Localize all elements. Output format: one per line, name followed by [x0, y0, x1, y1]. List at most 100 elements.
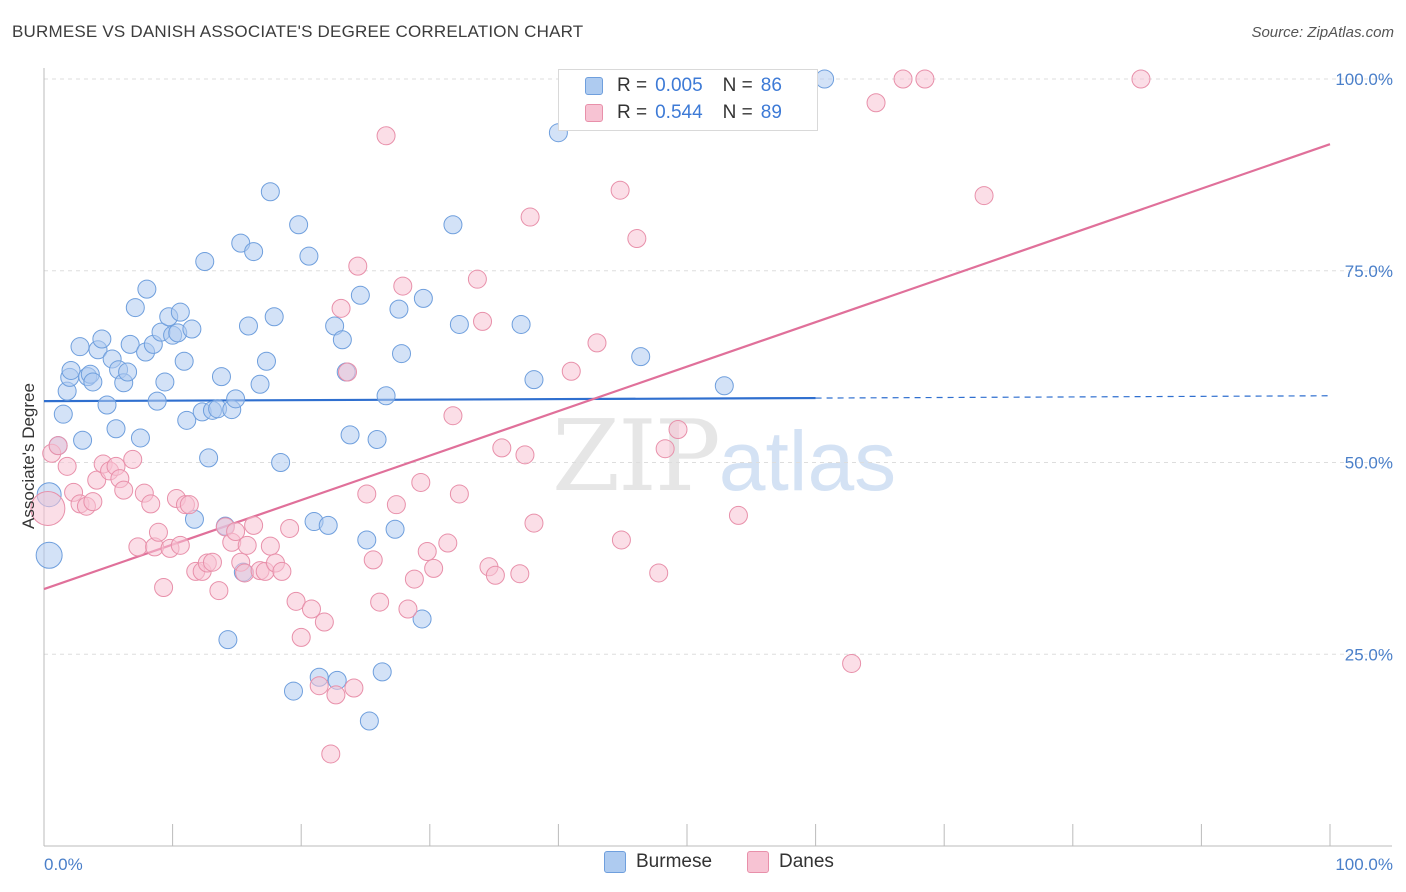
series-burmese — [35, 69, 835, 731]
legend-row-danes: R = 0.544 N = 89 — [585, 102, 782, 124]
point-burmese — [443, 215, 463, 235]
point-burmese — [260, 182, 280, 202]
point-danes — [272, 561, 292, 581]
point-danes — [411, 472, 431, 492]
point-danes — [280, 518, 300, 538]
source-credit: Source: ZipAtlas.com — [1251, 24, 1394, 41]
point-burmese — [106, 419, 126, 439]
point-burmese — [130, 428, 150, 448]
point-danes — [170, 535, 190, 555]
y-tick-label: 75.0% — [1345, 262, 1393, 281]
point-danes — [87, 470, 107, 490]
y-tick-label: 50.0% — [1345, 454, 1393, 473]
watermark: ZIPatlas — [552, 400, 896, 514]
point-burmese — [218, 630, 238, 650]
legend-r-value: 0.005 — [655, 75, 703, 96]
point-danes — [57, 456, 77, 476]
point-danes — [866, 93, 886, 113]
point-danes — [611, 530, 631, 550]
point-burmese — [511, 314, 531, 334]
point-burmese — [250, 374, 270, 394]
point-danes — [842, 653, 862, 673]
point-burmese — [182, 319, 202, 339]
point-burmese — [238, 316, 258, 336]
point-danes — [357, 484, 377, 504]
point-burmese — [389, 299, 409, 319]
point-danes — [974, 186, 994, 206]
point-danes — [524, 513, 544, 533]
point-burmese — [147, 391, 167, 411]
point-danes — [561, 361, 581, 381]
point-burmese — [413, 288, 433, 308]
point-burmese — [170, 302, 190, 322]
point-danes — [467, 269, 487, 289]
point-danes — [291, 627, 311, 647]
point-danes — [627, 229, 647, 249]
point-danes — [370, 592, 390, 612]
point-burmese — [61, 360, 81, 380]
point-danes — [348, 256, 368, 276]
point-danes — [485, 565, 505, 585]
point-danes — [655, 439, 675, 459]
series-swatch-danes — [747, 851, 769, 873]
series-danes — [30, 69, 1151, 764]
legend-row-burmese: R = 0.005 N = 86 — [585, 75, 782, 97]
watermark-atlas: atlas — [718, 414, 897, 508]
point-burmese — [714, 376, 734, 396]
point-burmese — [199, 448, 219, 468]
point-danes — [398, 599, 418, 619]
point-burmese — [392, 344, 412, 364]
point-burmese — [372, 662, 392, 682]
data-points — [30, 69, 1151, 764]
point-danes — [237, 535, 257, 555]
point-danes — [314, 612, 334, 632]
point-danes — [344, 678, 364, 698]
point-danes — [209, 581, 229, 601]
correlation-legend: R = 0.005 N = 86 R = 0.544 N = 89 — [558, 69, 818, 131]
trendline-extension-burmese — [815, 395, 1331, 399]
point-danes — [202, 552, 222, 572]
point-burmese — [815, 69, 835, 89]
chart-title: BURMESE VS DANISH ASSOCIATE'S DEGREE COR… — [12, 22, 584, 41]
point-danes — [404, 569, 424, 589]
point-burmese — [631, 347, 651, 367]
point-burmese — [256, 351, 276, 371]
point-danes — [424, 558, 444, 578]
point-danes — [510, 564, 530, 584]
trendline-danes — [43, 143, 1331, 591]
y-tick-label: 100.0% — [1335, 70, 1393, 89]
point-danes — [123, 449, 143, 469]
point-burmese — [177, 410, 197, 430]
point-burmese — [332, 330, 352, 350]
point-burmese — [299, 246, 319, 266]
point-burmese — [226, 389, 246, 409]
point-danes — [893, 69, 913, 89]
point-danes — [1131, 69, 1151, 89]
series-legend-danes[interactable]: Danes — [747, 851, 834, 873]
point-danes — [321, 744, 341, 764]
point-burmese — [412, 609, 432, 629]
legend-n-value: 86 — [760, 75, 782, 96]
point-danes — [337, 362, 357, 382]
x-tick-label: 0.0% — [44, 855, 83, 874]
point-burmese — [70, 337, 90, 357]
legend-swatch-danes — [585, 104, 603, 122]
legend-r-value: 0.544 — [655, 102, 703, 123]
series-label-danes: Danes — [779, 851, 834, 872]
point-burmese — [174, 351, 194, 371]
y-tick-label: 25.0% — [1345, 645, 1393, 664]
point-burmese — [271, 453, 291, 472]
legend-r-label: R = — [617, 75, 648, 96]
series-legend-burmese[interactable]: Burmese — [604, 851, 712, 873]
watermark-zip: ZIP — [552, 400, 721, 514]
x-tick-label: 100.0% — [1335, 855, 1393, 874]
point-danes — [301, 599, 321, 619]
point-burmese — [118, 362, 138, 382]
point-burmese — [289, 215, 309, 235]
point-danes — [226, 522, 246, 542]
point-burmese — [359, 711, 379, 731]
point-danes — [331, 298, 351, 318]
point-danes — [179, 495, 199, 515]
point-danes — [728, 505, 748, 525]
point-burmese — [120, 334, 140, 354]
